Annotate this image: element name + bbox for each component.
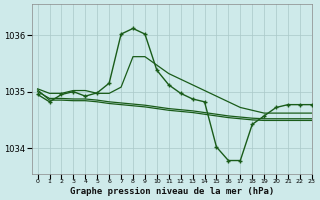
X-axis label: Graphe pression niveau de la mer (hPa): Graphe pression niveau de la mer (hPa) xyxy=(70,187,274,196)
